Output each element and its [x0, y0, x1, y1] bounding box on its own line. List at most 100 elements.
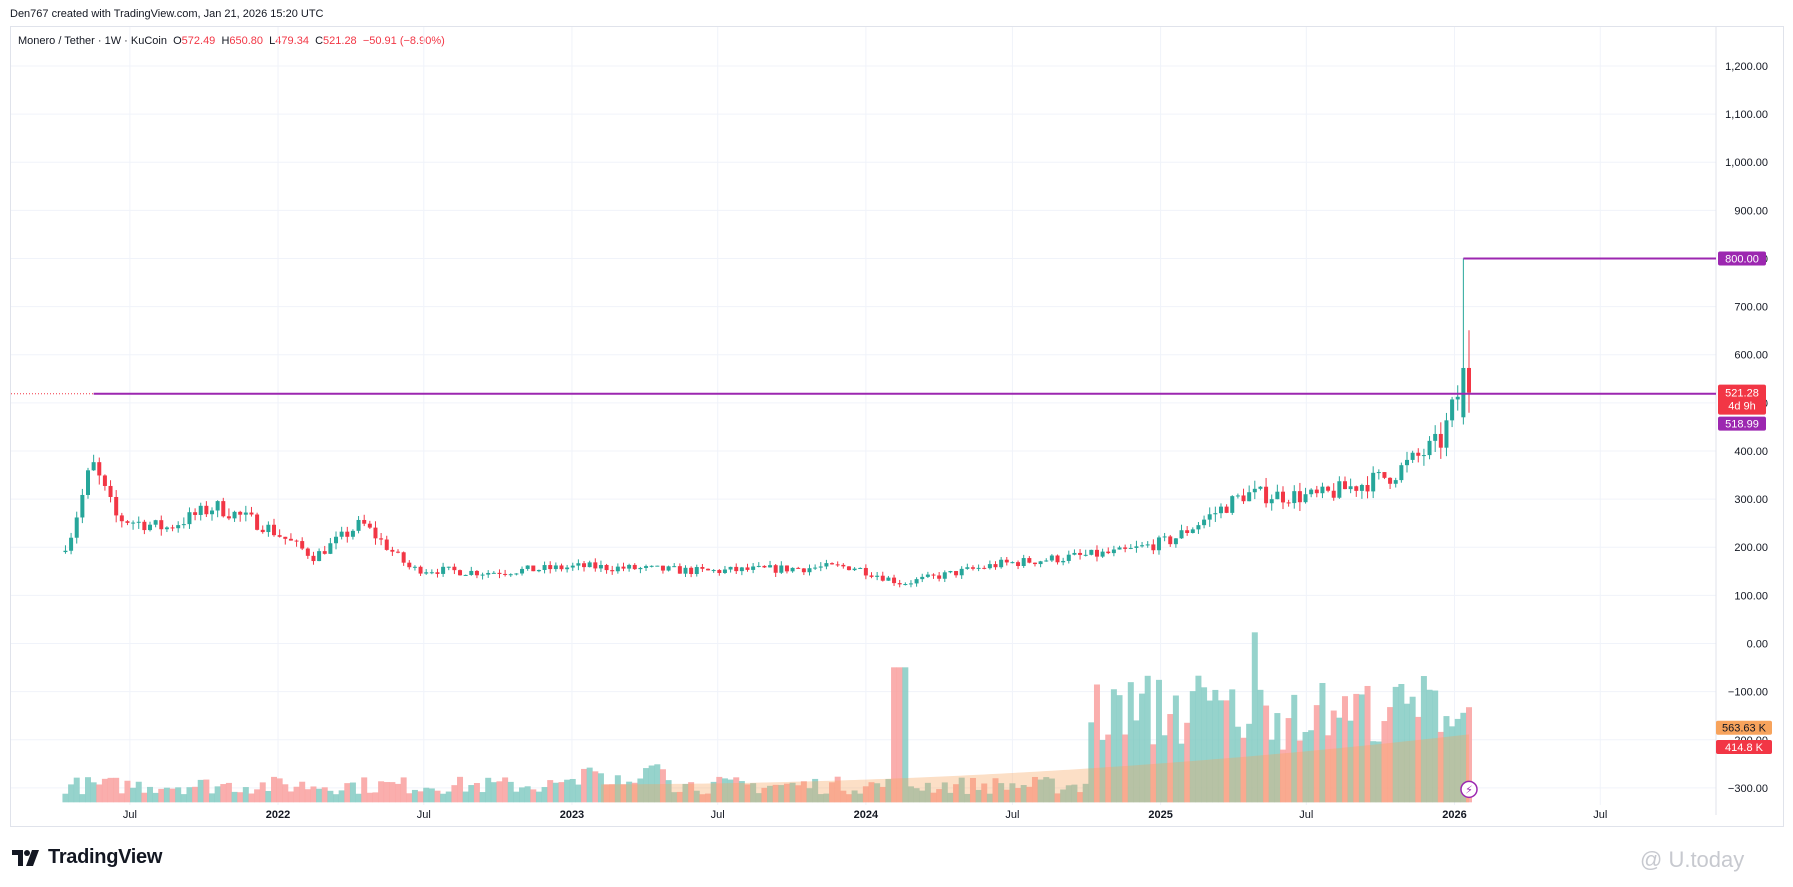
- candle-body[interactable]: [1303, 494, 1308, 503]
- candle-body[interactable]: [762, 565, 767, 568]
- candle-body[interactable]: [1100, 551, 1105, 557]
- candle-body[interactable]: [102, 475, 107, 486]
- candle-body[interactable]: [187, 512, 192, 525]
- candle-body[interactable]: [277, 535, 282, 537]
- candle-body[interactable]: [412, 566, 417, 568]
- candle-body[interactable]: [300, 541, 305, 549]
- candle-body[interactable]: [367, 523, 372, 528]
- candle-body[interactable]: [148, 524, 153, 531]
- candle-body[interactable]: [255, 514, 260, 530]
- candle-body[interactable]: [1218, 506, 1223, 514]
- candle-body[interactable]: [221, 501, 226, 517]
- candle-body[interactable]: [677, 566, 682, 574]
- candle-body[interactable]: [948, 571, 953, 573]
- candle-body[interactable]: [503, 573, 508, 575]
- candle-body[interactable]: [993, 564, 998, 568]
- candle-body[interactable]: [1269, 499, 1274, 504]
- candle-body[interactable]: [373, 527, 378, 539]
- candle-body[interactable]: [1292, 491, 1297, 504]
- candle-body[interactable]: [176, 525, 181, 529]
- candle-body[interactable]: [1371, 472, 1376, 492]
- candle-body[interactable]: [272, 524, 277, 536]
- candle-body[interactable]: [193, 512, 198, 515]
- candle-body[interactable]: [1140, 545, 1145, 547]
- candle-body[interactable]: [418, 566, 423, 574]
- candle-body[interactable]: [469, 570, 474, 575]
- candle-body[interactable]: [1331, 490, 1336, 498]
- candle-body[interactable]: [965, 567, 970, 569]
- candle-body[interactable]: [621, 566, 626, 569]
- candle-body[interactable]: [108, 485, 113, 497]
- candle-body[interactable]: [644, 566, 649, 568]
- candle-body[interactable]: [514, 573, 519, 575]
- candle-body[interactable]: [1094, 549, 1099, 557]
- candle-body[interactable]: [1117, 547, 1122, 550]
- candle-body[interactable]: [1156, 537, 1161, 551]
- candle-body[interactable]: [982, 567, 987, 569]
- candle-body[interactable]: [706, 568, 711, 571]
- candle-body[interactable]: [322, 551, 327, 554]
- candle-body[interactable]: [1032, 562, 1037, 565]
- candle-body[interactable]: [136, 521, 141, 523]
- candle-body[interactable]: [1376, 472, 1381, 474]
- candle-body[interactable]: [119, 515, 124, 522]
- candle-body[interactable]: [170, 527, 175, 529]
- candle-body[interactable]: [1123, 547, 1128, 549]
- candle-body[interactable]: [74, 517, 79, 538]
- candle-body[interactable]: [914, 579, 919, 584]
- candle-body[interactable]: [491, 572, 496, 574]
- tradingview-logo[interactable]: TradingView: [12, 846, 162, 869]
- candle-body[interactable]: [768, 565, 773, 568]
- candle-body[interactable]: [1382, 472, 1387, 478]
- candle-body[interactable]: [164, 527, 169, 530]
- candle-body[interactable]: [593, 562, 598, 569]
- candle-body[interactable]: [615, 566, 620, 572]
- candle-body[interactable]: [1173, 538, 1178, 545]
- candle-body[interactable]: [863, 567, 868, 576]
- candle-body[interactable]: [1241, 495, 1246, 502]
- candle-body[interactable]: [807, 568, 812, 573]
- candle-body[interactable]: [1021, 558, 1026, 566]
- candle-body[interactable]: [520, 568, 525, 574]
- candle-body[interactable]: [801, 568, 806, 573]
- candle-body[interactable]: [1027, 558, 1032, 563]
- candle-body[interactable]: [655, 565, 660, 567]
- candle-body[interactable]: [1359, 484, 1364, 491]
- candle-body[interactable]: [1286, 502, 1291, 504]
- candle-body[interactable]: [486, 572, 491, 575]
- candle-body[interactable]: [125, 521, 130, 523]
- candle-body[interactable]: [1326, 486, 1331, 491]
- candle-body[interactable]: [869, 575, 874, 577]
- candle-body[interactable]: [1427, 440, 1432, 456]
- candle-body[interactable]: [480, 574, 485, 576]
- candle-body[interactable]: [474, 570, 479, 576]
- candle-body[interactable]: [897, 583, 902, 585]
- candle-body[interactable]: [880, 575, 885, 581]
- candle-body[interactable]: [1168, 536, 1173, 545]
- candle-body[interactable]: [892, 577, 897, 584]
- candle-body[interactable]: [1044, 560, 1049, 562]
- candle-body[interactable]: [452, 566, 457, 571]
- candle-body[interactable]: [1072, 552, 1077, 555]
- candle-body[interactable]: [683, 567, 688, 574]
- lightning-icon[interactable]: [1460, 780, 1478, 799]
- candle-body[interactable]: [384, 539, 389, 550]
- candle-body[interactable]: [1235, 495, 1240, 497]
- candle-body[interactable]: [334, 536, 339, 544]
- candle-body[interactable]: [114, 496, 119, 516]
- candle-body[interactable]: [1004, 559, 1009, 563]
- candle-body[interactable]: [942, 572, 947, 579]
- candle-body[interactable]: [356, 519, 361, 531]
- candle-body[interactable]: [1297, 491, 1302, 503]
- candle-body[interactable]: [660, 565, 665, 571]
- candle-body[interactable]: [559, 565, 564, 570]
- candle-body[interactable]: [1202, 519, 1207, 526]
- candle-body[interactable]: [1010, 562, 1015, 564]
- candle-body[interactable]: [181, 524, 186, 526]
- candle-body[interactable]: [1134, 546, 1139, 548]
- candle-body[interactable]: [745, 567, 750, 570]
- candle-body[interactable]: [288, 538, 293, 541]
- candle-body[interactable]: [1055, 555, 1060, 563]
- candle-body[interactable]: [751, 566, 756, 570]
